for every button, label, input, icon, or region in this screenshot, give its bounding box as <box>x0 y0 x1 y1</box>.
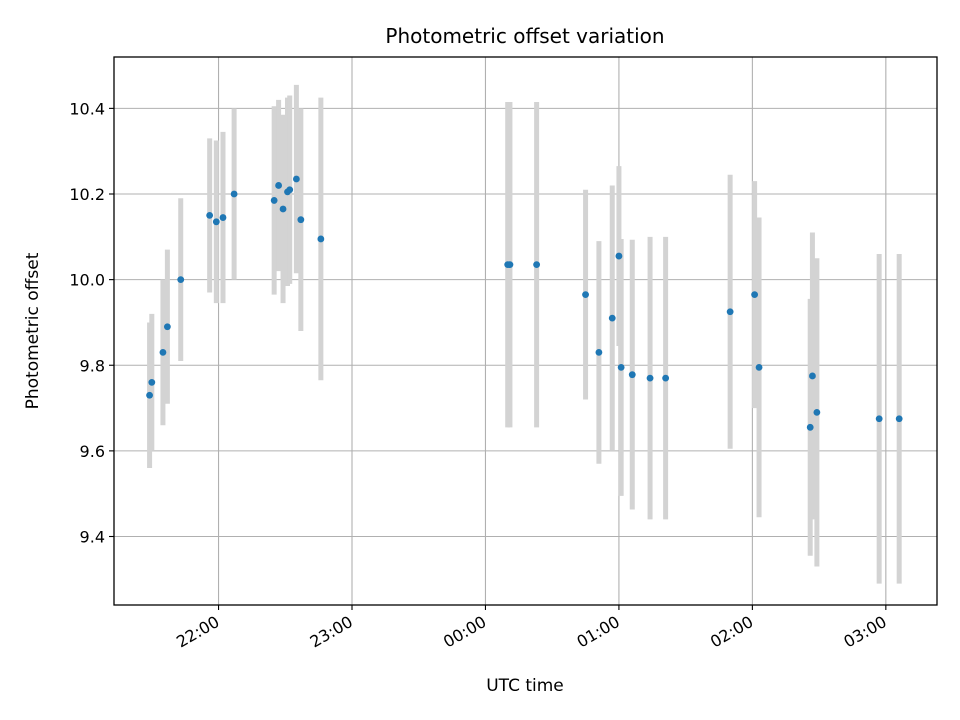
data-point <box>646 374 654 382</box>
y-tick-label: 9.8 <box>80 356 105 375</box>
y-tick-label: 9.6 <box>80 442 105 461</box>
data-point <box>219 214 227 221</box>
y-tick-label: 10.4 <box>69 99 105 118</box>
data-point <box>206 212 214 219</box>
data-point <box>212 218 220 226</box>
grid-lines <box>114 57 937 605</box>
data-point <box>286 186 294 194</box>
y-tick-label: 9.4 <box>80 528 105 547</box>
data-point <box>806 423 814 431</box>
data-point <box>617 363 625 371</box>
data-point <box>148 378 156 386</box>
y-axis-ticks: 9.4 9.6 9.8 10.0 10.2 10.4 <box>69 99 114 547</box>
y-axis-label: Photometric offset <box>23 252 43 409</box>
data-point <box>270 197 278 204</box>
y-tick-label: 10.0 <box>69 271 105 290</box>
data-point <box>751 291 759 299</box>
data-point <box>809 372 816 380</box>
data-point <box>146 391 153 399</box>
data-point <box>755 363 763 371</box>
data-point <box>895 415 903 423</box>
data-point <box>533 261 541 269</box>
data-points <box>146 175 903 431</box>
x-axis-label: UTC time <box>486 676 564 696</box>
y-tick-label: 10.2 <box>69 185 105 204</box>
data-point <box>163 323 171 331</box>
data-point <box>875 415 883 423</box>
data-point <box>726 308 734 316</box>
data-point <box>813 408 821 416</box>
data-point <box>297 216 305 224</box>
data-point <box>275 182 282 189</box>
data-point <box>595 349 603 356</box>
data-point <box>662 374 670 382</box>
data-point <box>292 175 300 183</box>
data-point <box>279 205 287 213</box>
data-point <box>159 349 167 356</box>
data-point <box>608 314 616 322</box>
data-point <box>582 291 589 299</box>
data-point <box>230 190 238 198</box>
data-point <box>506 261 514 269</box>
data-point <box>177 276 185 284</box>
plot-frame <box>113 56 938 606</box>
chart-title: Photometric offset variation <box>385 24 664 48</box>
data-point <box>628 371 636 379</box>
data-point <box>615 252 623 260</box>
data-point <box>317 235 325 243</box>
